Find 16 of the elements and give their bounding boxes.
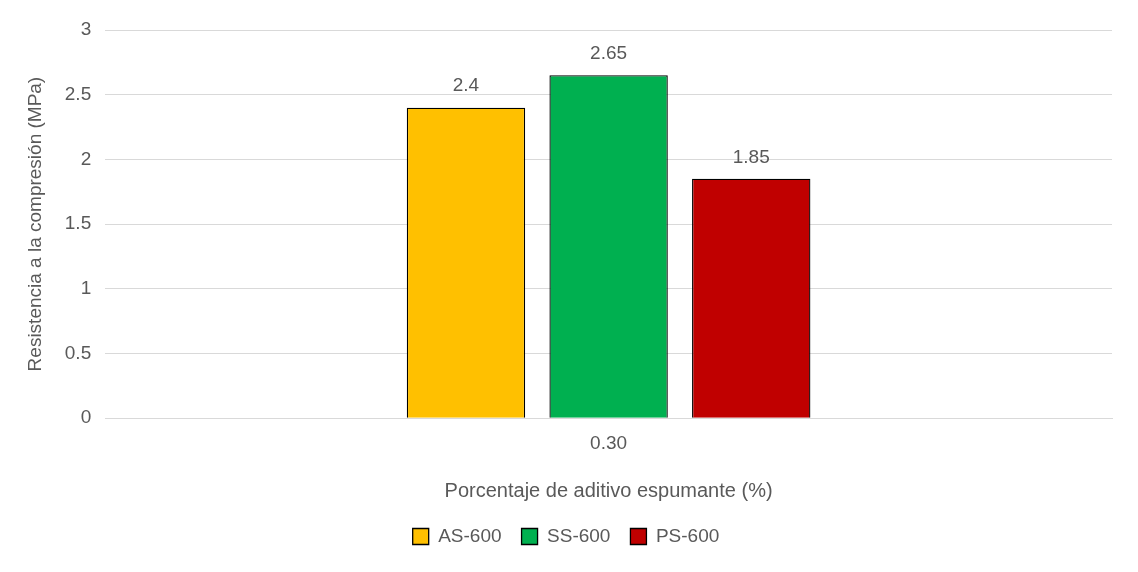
legend-label: AS-600 <box>438 524 502 546</box>
y-tick-label: 2 <box>80 147 92 169</box>
legend-label: SS-600 <box>547 524 611 546</box>
y-tick-label: 0.5 <box>64 341 92 363</box>
x-axis-title: Porcentaje de aditivo espumante (%) <box>444 478 773 501</box>
y-axis-title: Resistencia a la compresión (MPa) <box>23 76 45 372</box>
data-label: 1.85 <box>732 145 770 167</box>
y-tick-label: 2.5 <box>64 82 92 104</box>
data-label: 2.65 <box>590 42 628 64</box>
legend-label: PS-600 <box>655 524 720 546</box>
data-label: 2.4 <box>452 74 480 96</box>
y-tick-label: 1.5 <box>64 212 92 234</box>
x-tick-label: 0.30 <box>590 431 628 453</box>
y-tick-label: 1 <box>80 277 92 299</box>
y-tick-label: 3 <box>80 18 92 40</box>
y-tick-label: 0 <box>80 406 92 428</box>
